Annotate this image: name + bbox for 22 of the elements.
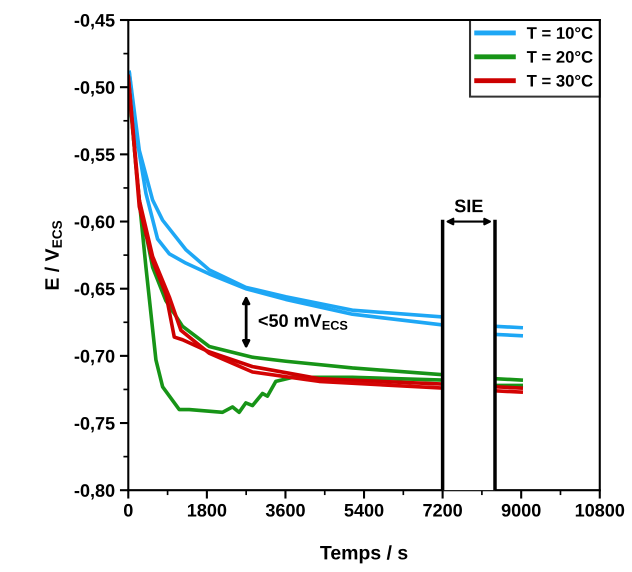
y-tick-label: -0,45 <box>74 14 115 30</box>
y-axis-title: E / V$_{ECS}$ <box>44 220 62 290</box>
y-tick-label: -0,70 <box>74 350 114 366</box>
x-tick-label: 3600 <box>266 504 305 517</box>
x-tick-label: 10800 <box>576 504 624 517</box>
y-tick-label: -0,75 <box>74 416 115 432</box>
y-tick-label: -0,55 <box>74 148 115 164</box>
x-tick-label: 9000 <box>502 504 541 517</box>
y-tick-label: -0,50 <box>74 81 114 97</box>
y-tick-label: -0,65 <box>74 282 115 298</box>
legend-label: T = 20°C <box>526 50 593 63</box>
y-tick-label: -0,80 <box>74 484 114 500</box>
x-tick-label: 5400 <box>344 504 384 517</box>
x-tick-label: 0 <box>124 504 133 517</box>
y-tick-label: -0,60 <box>74 215 114 231</box>
legend-label: T = 30°C <box>526 74 593 87</box>
legend-label: T = 10°C <box>526 27 593 39</box>
annotation: <50 mV$_{ECS}$ <box>258 314 348 330</box>
annotation: SIE <box>454 200 483 212</box>
x-axis-title: Temps / s <box>320 545 408 564</box>
x-tick-label: 1800 <box>188 504 226 517</box>
x-tick-label: 7200 <box>423 504 462 517</box>
